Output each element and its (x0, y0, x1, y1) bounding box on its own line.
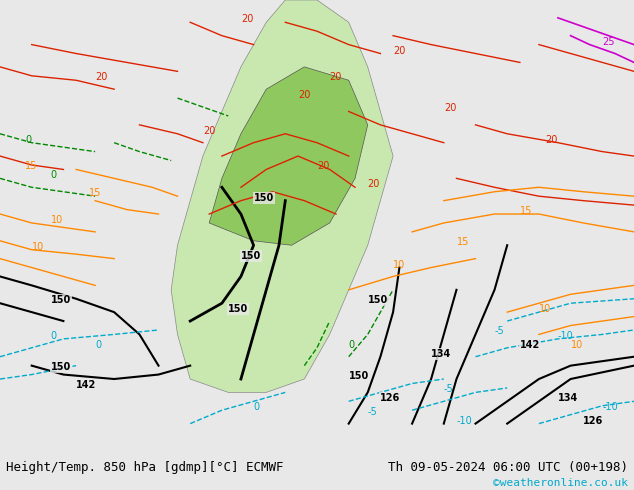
Polygon shape (209, 67, 368, 245)
Text: -10: -10 (456, 416, 472, 426)
Text: 150: 150 (349, 371, 369, 381)
Text: -5: -5 (495, 326, 504, 337)
Text: 15: 15 (520, 206, 533, 216)
Text: 150: 150 (254, 193, 274, 203)
Text: 20: 20 (330, 72, 342, 82)
Text: 20: 20 (444, 103, 456, 114)
Text: 10: 10 (393, 260, 405, 270)
Text: 20: 20 (545, 135, 558, 145)
Text: 10: 10 (32, 242, 44, 252)
Text: 10: 10 (571, 340, 583, 350)
Text: -5: -5 (444, 384, 453, 394)
Text: 134: 134 (558, 393, 578, 403)
Text: 25: 25 (602, 37, 615, 47)
Text: 126: 126 (583, 416, 604, 426)
Text: 150: 150 (228, 304, 249, 314)
Text: -10: -10 (602, 402, 618, 412)
Text: 10: 10 (51, 215, 63, 225)
Text: 15: 15 (25, 161, 38, 172)
Text: 10: 10 (539, 304, 551, 314)
Text: 126: 126 (380, 393, 401, 403)
Text: -10: -10 (558, 331, 574, 341)
Text: Height/Temp. 850 hPa [gdmp][°C] ECMWF: Height/Temp. 850 hPa [gdmp][°C] ECMWF (6, 462, 284, 474)
Text: ©weatheronline.co.uk: ©weatheronline.co.uk (493, 478, 628, 488)
Text: 0: 0 (254, 402, 260, 412)
Text: 150: 150 (51, 362, 71, 372)
Text: 20: 20 (317, 161, 330, 172)
Text: -5: -5 (368, 407, 377, 416)
Text: 20: 20 (298, 90, 311, 100)
Text: 20: 20 (95, 72, 108, 82)
Text: 150: 150 (368, 295, 388, 305)
Text: 0: 0 (349, 340, 355, 350)
Text: 20: 20 (203, 126, 216, 136)
Text: Th 09-05-2024 06:00 UTC (00+198): Th 09-05-2024 06:00 UTC (00+198) (387, 462, 628, 474)
Text: 15: 15 (456, 237, 469, 247)
Text: 20: 20 (241, 14, 254, 24)
Polygon shape (171, 0, 393, 392)
Text: 20: 20 (368, 179, 380, 189)
Text: 15: 15 (89, 188, 101, 198)
Text: 134: 134 (431, 349, 451, 359)
Text: 0: 0 (95, 340, 101, 350)
Text: 0: 0 (51, 331, 57, 341)
Text: 150: 150 (51, 295, 71, 305)
Text: 150: 150 (241, 250, 261, 261)
Text: 20: 20 (393, 46, 406, 55)
Text: 142: 142 (76, 380, 96, 390)
Text: 142: 142 (520, 340, 540, 350)
Text: 0: 0 (25, 135, 32, 145)
Text: 0: 0 (51, 171, 57, 180)
